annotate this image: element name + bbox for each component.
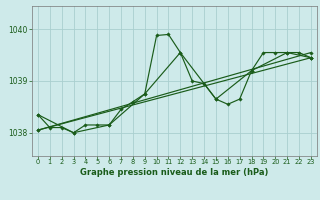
X-axis label: Graphe pression niveau de la mer (hPa): Graphe pression niveau de la mer (hPa) xyxy=(80,168,268,177)
